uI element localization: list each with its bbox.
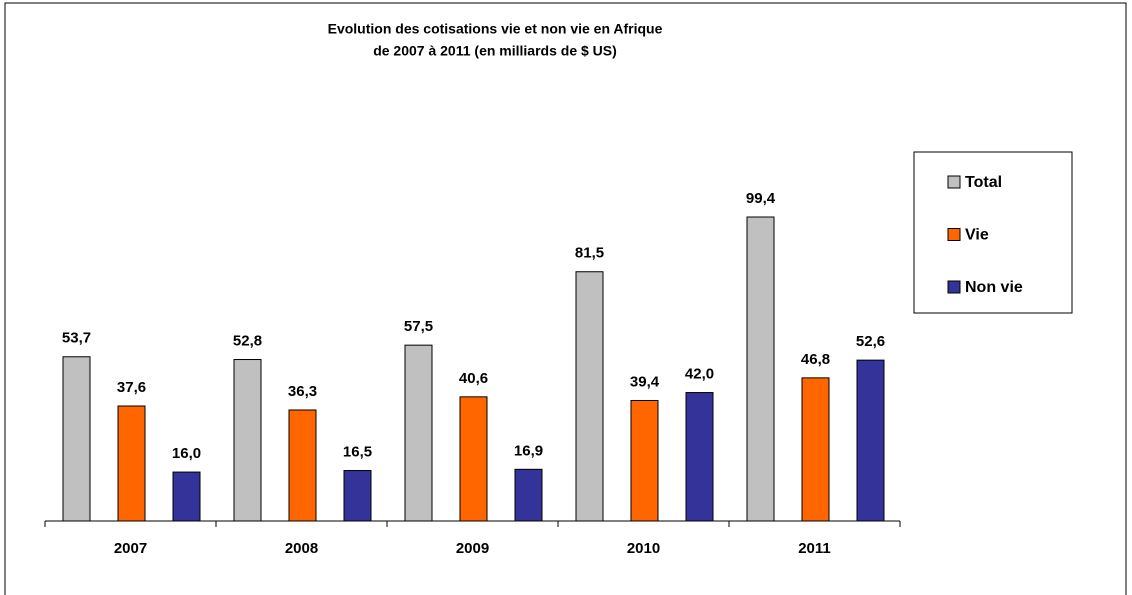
data-label: 42,0 bbox=[685, 366, 714, 383]
data-label: 16,0 bbox=[172, 445, 201, 462]
bar bbox=[575, 271, 604, 522]
bar bbox=[288, 409, 317, 522]
chart-title: Evolution des cotisations vie et non vie… bbox=[328, 21, 663, 37]
bar bbox=[630, 400, 659, 522]
data-label: 57,5 bbox=[404, 318, 433, 335]
bar bbox=[404, 344, 433, 522]
data-label: 16,9 bbox=[514, 442, 543, 459]
bar bbox=[117, 405, 146, 522]
legend-swatch bbox=[947, 228, 961, 241]
x-tick-label: 2009 bbox=[456, 540, 489, 557]
data-label: 52,8 bbox=[233, 332, 262, 349]
data-label: 99,4 bbox=[746, 190, 776, 207]
bar bbox=[514, 468, 543, 522]
data-label: 46,8 bbox=[801, 351, 830, 368]
x-tick-label: 2008 bbox=[285, 540, 318, 557]
legend-swatch bbox=[947, 280, 961, 294]
bar bbox=[746, 216, 775, 522]
bar bbox=[233, 359, 262, 522]
chart-subtitle: de 2007 à 2011 (en milliards de $ US) bbox=[373, 43, 617, 59]
legend-label: Non vie bbox=[965, 279, 1023, 296]
bar bbox=[459, 396, 488, 522]
bar bbox=[801, 377, 830, 522]
x-tick-label: 2010 bbox=[627, 540, 660, 557]
bar bbox=[685, 392, 714, 522]
data-label: 53,7 bbox=[62, 330, 91, 347]
legend-box bbox=[913, 151, 1073, 314]
data-label: 36,3 bbox=[288, 383, 317, 400]
bar bbox=[856, 359, 885, 522]
bar bbox=[343, 470, 372, 522]
legend-label: Vie bbox=[965, 227, 989, 244]
data-label: 16,5 bbox=[343, 444, 372, 461]
legend-label: Total bbox=[965, 174, 1002, 191]
data-label: 52,6 bbox=[856, 333, 885, 350]
data-label: 39,4 bbox=[630, 373, 660, 390]
bar bbox=[62, 356, 91, 522]
data-label: 40,6 bbox=[459, 370, 488, 387]
legend-swatch bbox=[947, 175, 961, 189]
x-tick-label: 2007 bbox=[114, 540, 147, 557]
data-label: 81,5 bbox=[575, 245, 604, 262]
x-tick-label: 2011 bbox=[798, 540, 831, 557]
bar bbox=[172, 471, 201, 522]
data-label: 37,6 bbox=[117, 379, 146, 396]
